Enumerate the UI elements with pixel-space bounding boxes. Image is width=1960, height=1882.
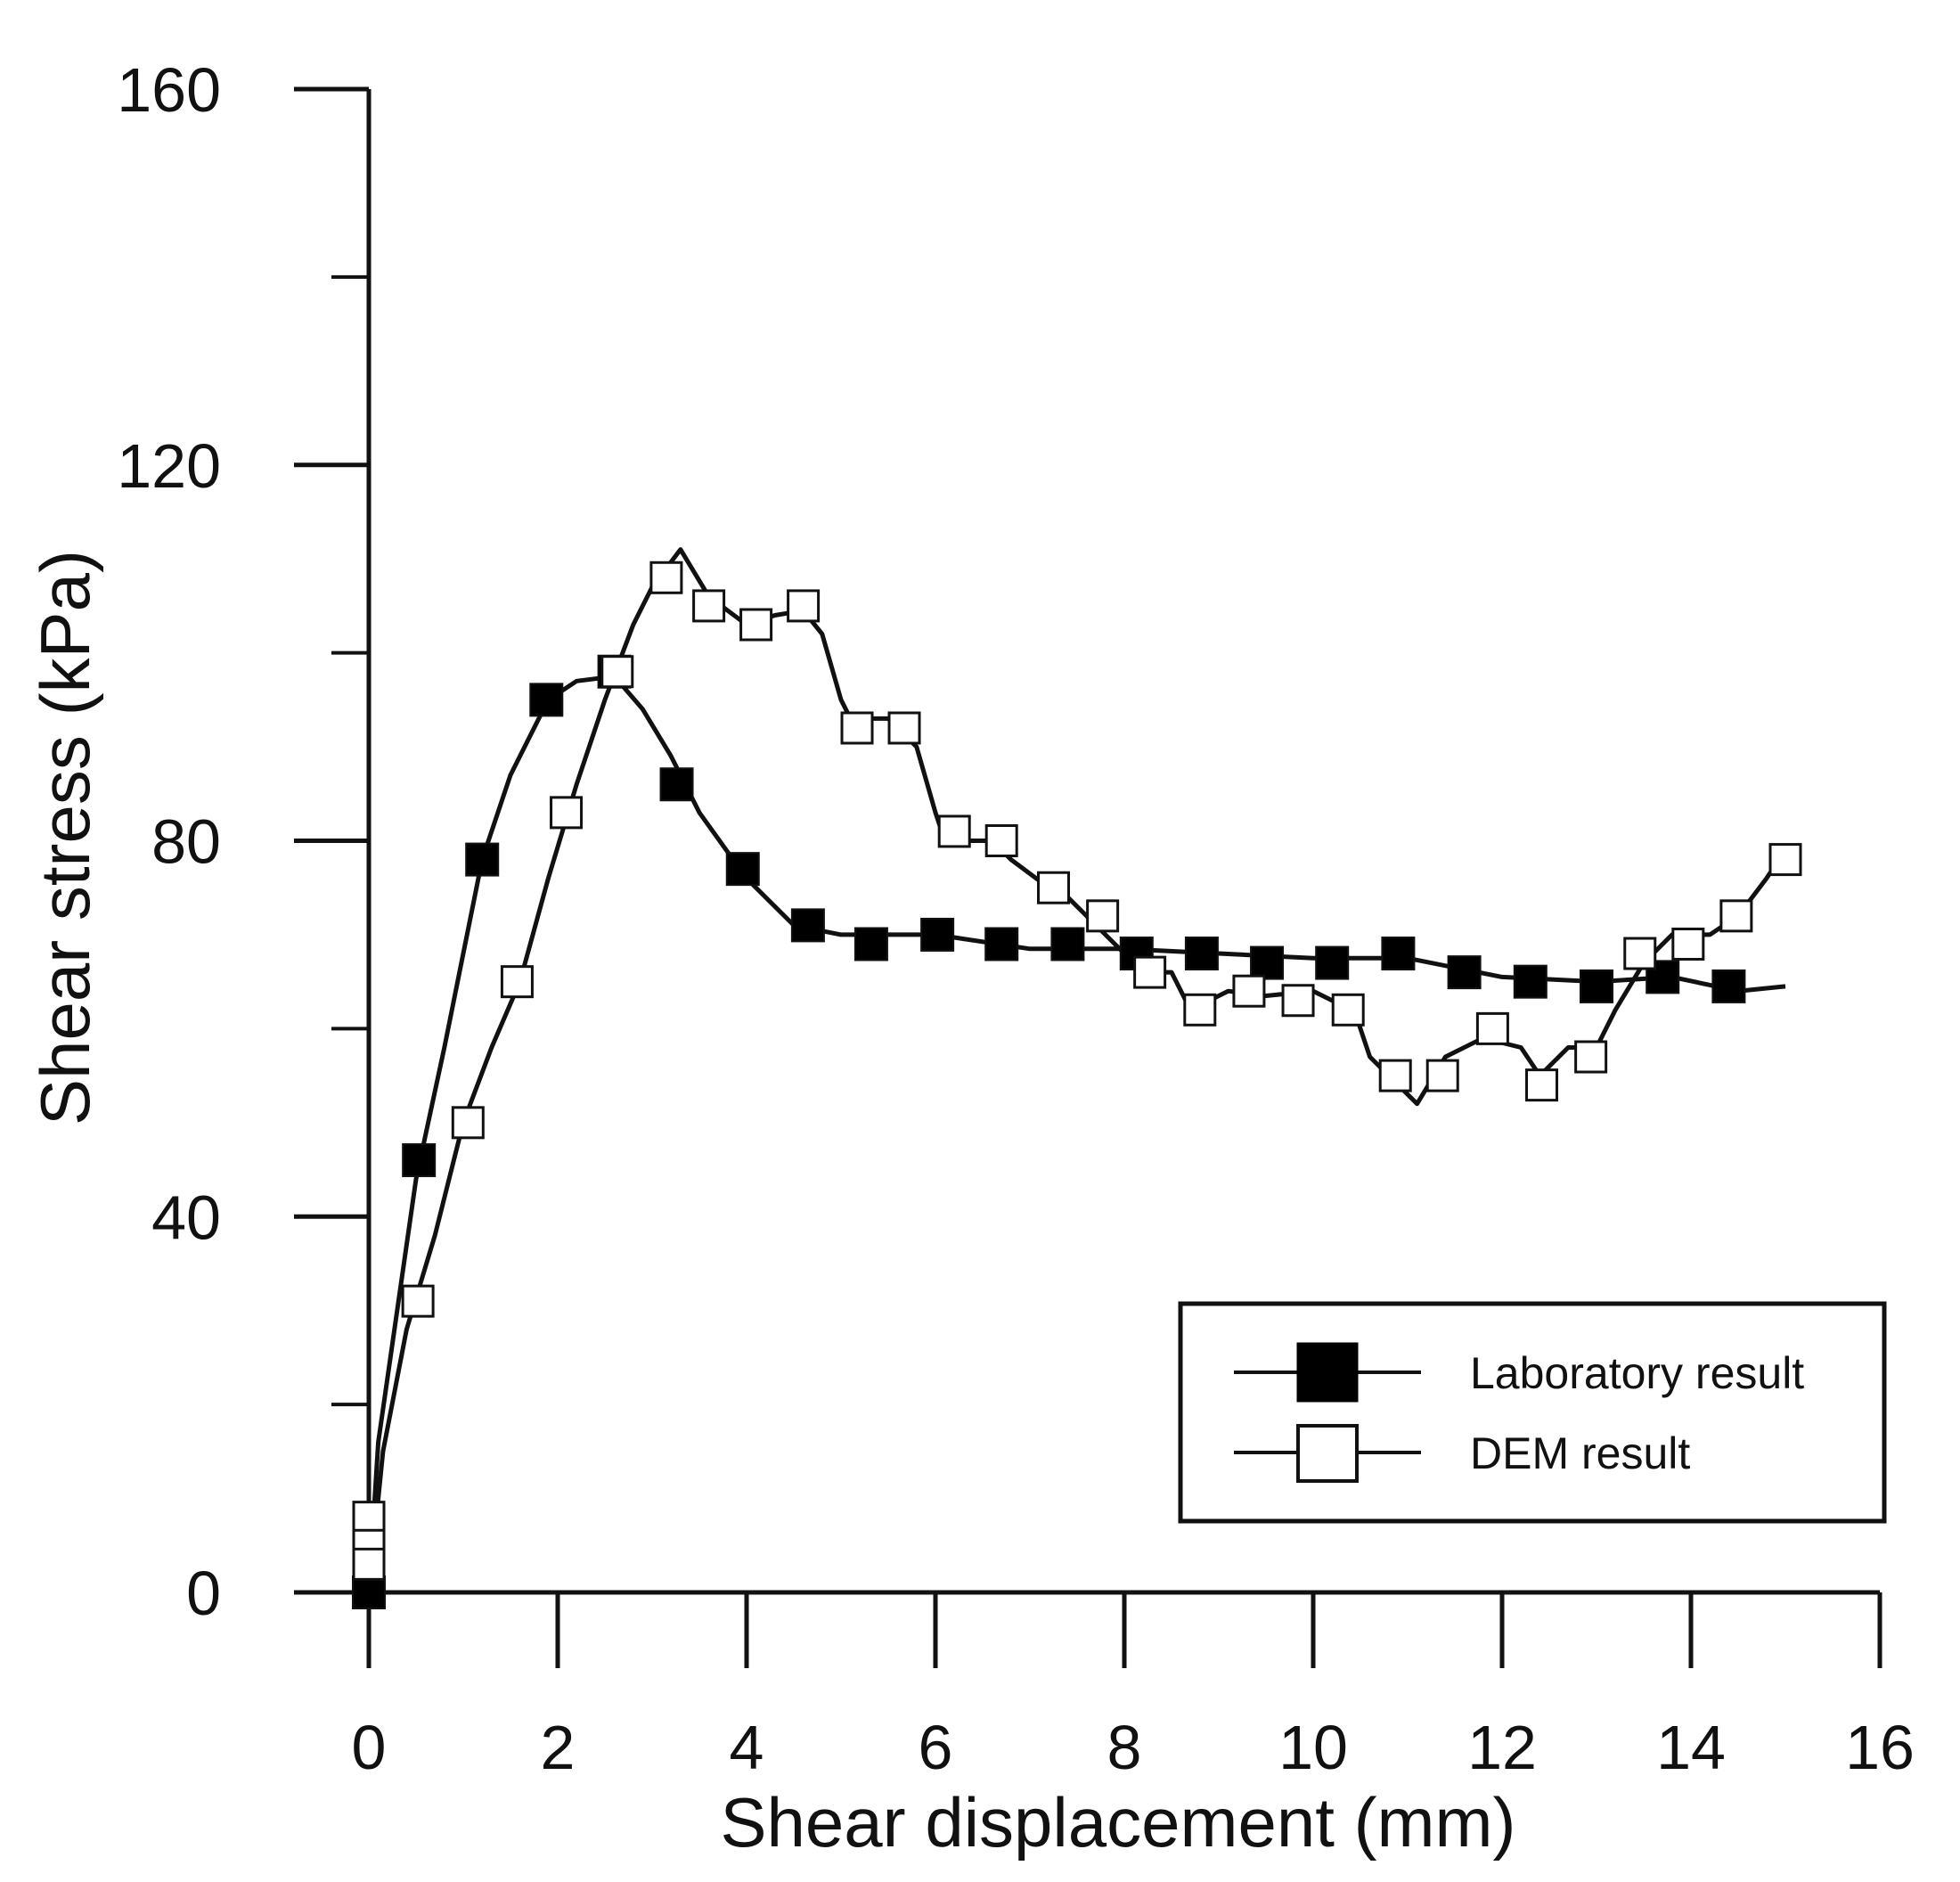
dem-result-marker	[1232, 974, 1266, 1008]
dem-result-marker	[739, 608, 773, 642]
x-tick-label: 8	[1107, 1713, 1142, 1782]
x-tick-label: 14	[1656, 1713, 1726, 1782]
dem-result-marker	[984, 824, 1018, 857]
x-axis-title: Shear displacement (mm)	[721, 1783, 1516, 1862]
dem-result-marker	[401, 1284, 435, 1318]
laboratory-result-marker	[1050, 927, 1085, 961]
legend-box	[1178, 1301, 1887, 1524]
y-axis-title: Shear stress (kPa)	[26, 550, 104, 1125]
dem-result-marker	[1281, 984, 1315, 1018]
dem-result-marker	[787, 589, 821, 623]
dem-result-marker	[352, 1547, 386, 1581]
y-tick-label: 80	[151, 807, 221, 877]
x-tick-label: 16	[1845, 1713, 1915, 1782]
dem-result-marker	[1133, 955, 1167, 989]
dem-result-marker	[1037, 871, 1070, 904]
dem-result-marker	[887, 711, 921, 745]
dem-result-marker	[1475, 1011, 1509, 1045]
dem-result-marker	[1183, 993, 1217, 1027]
dem-result-marker	[692, 589, 726, 623]
laboratory-result-marker	[1580, 969, 1613, 1003]
y-axis-ticks: 0 40 80 120 160	[117, 55, 369, 1628]
laboratory-result-marker	[920, 917, 955, 952]
laboratory-result-marker	[529, 683, 564, 717]
dem-result-marker	[1671, 927, 1705, 961]
dem-result-marker	[1331, 993, 1365, 1027]
dem-result-marker	[451, 1106, 485, 1140]
y-tick-label: 120	[117, 431, 221, 501]
y-tick-label: 160	[117, 55, 221, 125]
dem-result-marker	[937, 814, 971, 848]
x-tick-label: 4	[730, 1713, 764, 1782]
laboratory-result-marker	[853, 927, 888, 961]
dem-result-marker	[1525, 1068, 1559, 1102]
x-axis-ticks: 0 2 4 6 8 10 12 14 16	[352, 1592, 1915, 1782]
dem-result-marker	[600, 655, 634, 689]
x-tick-label: 10	[1278, 1713, 1348, 1782]
y-tick-label: 40	[151, 1182, 221, 1252]
dem-result-marker	[1378, 1059, 1412, 1092]
laboratory-result-marker	[465, 842, 500, 877]
x-tick-label: 12	[1467, 1713, 1537, 1782]
legend-label-dem: DEM result	[1470, 1428, 1690, 1478]
x-tick-label: 6	[919, 1713, 953, 1782]
dem-result-marker	[1574, 1040, 1608, 1074]
x-tick-label: 0	[352, 1713, 387, 1782]
legend-label-laboratory: Laboratory result	[1470, 1348, 1804, 1398]
laboratory-result-marker	[790, 908, 825, 943]
dem-result-marker	[649, 561, 683, 594]
laboratory-result-marker	[1513, 964, 1548, 999]
dem-result-marker	[1623, 937, 1657, 970]
laboratory-result-marker	[725, 852, 760, 887]
legend: Laboratory result DEM result	[1178, 1301, 1887, 1524]
laboratory-result-marker	[984, 927, 1019, 961]
dem-result-marker	[352, 1501, 386, 1534]
laboratory-result-marker	[1381, 937, 1416, 971]
laboratory-result-marker	[402, 1142, 437, 1177]
x-tick-label: 2	[541, 1713, 576, 1782]
laboratory-result-marker	[659, 767, 694, 802]
series-markers	[352, 561, 1802, 1609]
laboratory-result-marker	[1315, 945, 1350, 980]
dem-result-marker	[1719, 899, 1753, 933]
dem-result-marker	[550, 796, 584, 830]
laboratory-result-marker	[1250, 945, 1285, 980]
dem-result-marker	[840, 711, 874, 745]
laboratory-result-marker	[1447, 955, 1482, 990]
legend-marker-dem	[1296, 1424, 1359, 1483]
laboratory-result-marker	[352, 1575, 386, 1609]
dem-result-marker	[1086, 899, 1120, 933]
legend-marker-laboratory	[1296, 1342, 1359, 1403]
dem-result-marker	[1768, 843, 1802, 877]
y-tick-label: 0	[186, 1559, 221, 1628]
dem-result-marker	[500, 965, 534, 999]
dem-result-marker	[1425, 1059, 1459, 1092]
laboratory-result-marker	[1184, 937, 1219, 971]
laboratory-result-marker	[1711, 969, 1746, 1003]
